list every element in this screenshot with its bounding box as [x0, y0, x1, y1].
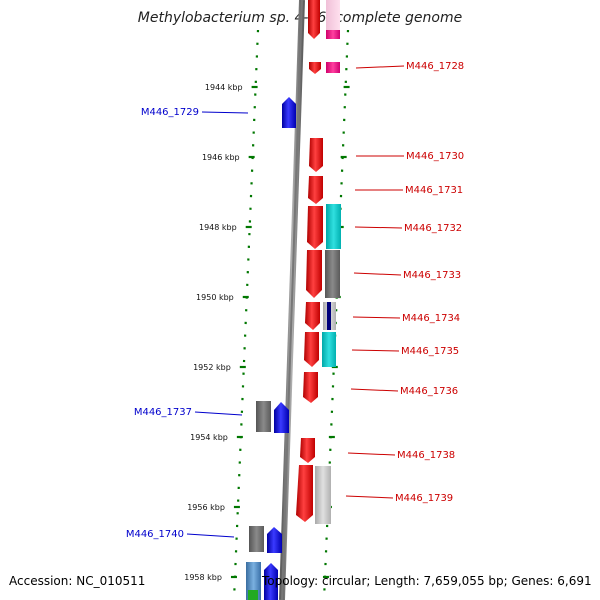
left-guide-line	[232, 29, 260, 600]
gene-m446-1740-partner[interactable]	[249, 526, 264, 552]
ruler-label: 1952 kbp	[193, 363, 231, 372]
gene-top-partial-pink[interactable]	[326, 30, 340, 39]
gene-top-partial-pale[interactable]	[326, 0, 340, 39]
ruler-label: 1948 kbp	[199, 223, 237, 232]
gene-m446-1733-partner[interactable]	[325, 250, 340, 298]
gene-m446-1732-partner[interactable]	[326, 204, 341, 249]
gene-m446-1740[interactable]	[267, 527, 282, 553]
gene-m446-1730[interactable]	[309, 138, 323, 172]
gene-label-m446-1732[interactable]: M446_1732	[404, 223, 462, 234]
gene-m446-1731[interactable]	[308, 176, 323, 204]
gene-m446-1735[interactable]	[304, 332, 319, 367]
gene-label-m446-1736[interactable]: M446_1736	[400, 386, 458, 397]
gene-label-m446-1728[interactable]: M446_1728	[406, 61, 464, 72]
gene-m446-1738[interactable]	[300, 438, 315, 463]
gene-label-m446-1731[interactable]: M446_1731	[405, 185, 463, 196]
ruler-label: 1950 kbp	[196, 293, 234, 302]
gene-m446-1737-partner[interactable]	[256, 401, 271, 432]
gene-m446-1739-partner[interactable]	[315, 466, 331, 524]
accession-text: Accession: NC_010511	[9, 574, 146, 588]
gene-m446-1734[interactable]	[305, 302, 320, 330]
gene-label-m446-1735[interactable]: M446_1735	[401, 346, 459, 357]
gene-bottom-blue[interactable]	[264, 563, 278, 600]
ruler-label: 1954 kbp	[190, 433, 228, 442]
gene-m446-1737[interactable]	[274, 402, 289, 433]
gene-label-m446-1740[interactable]: M446_1740	[126, 529, 184, 540]
gene-m446-1732[interactable]	[307, 206, 323, 249]
gene-label-m446-1733[interactable]: M446_1733	[403, 270, 461, 281]
gene-label-m446-1730[interactable]: M446_1730	[406, 151, 464, 162]
gene-bottom-green[interactable]	[248, 590, 258, 600]
ruler-label: 1946 kbp	[202, 153, 240, 162]
gene-label-m446-1729[interactable]: M446_1729	[141, 107, 199, 118]
gene-m446-1728-partner[interactable]	[326, 62, 340, 73]
gene-m446-1729[interactable]	[282, 97, 296, 128]
gene-label-m446-1739[interactable]: M446_1739	[395, 493, 453, 504]
ruler-label: 1944 kbp	[205, 83, 243, 92]
genome-backbone-core	[281, 0, 303, 600]
gene-label-m446-1734[interactable]: M446_1734	[402, 313, 460, 324]
ruler-label: 1958 kbp	[184, 573, 222, 582]
gene-label-m446-1738[interactable]: M446_1738	[397, 450, 455, 461]
ruler-label: 1956 kbp	[187, 503, 225, 512]
gene-m446-1736[interactable]	[303, 372, 318, 403]
gene-m446-1739[interactable]	[296, 465, 313, 522]
gene-m446-1733[interactable]	[306, 250, 322, 298]
gene-top-partial[interactable]	[308, 0, 320, 39]
topology-summary: Topology: circular; Length: 7,659,055 bp…	[262, 574, 592, 588]
gene-m446-1734-partner-band[interactable]	[327, 302, 331, 330]
gene-label-m446-1737[interactable]: M446_1737	[134, 407, 192, 418]
gene-m446-1728[interactable]	[309, 62, 321, 74]
gene-m446-1735-partner[interactable]	[322, 332, 336, 367]
